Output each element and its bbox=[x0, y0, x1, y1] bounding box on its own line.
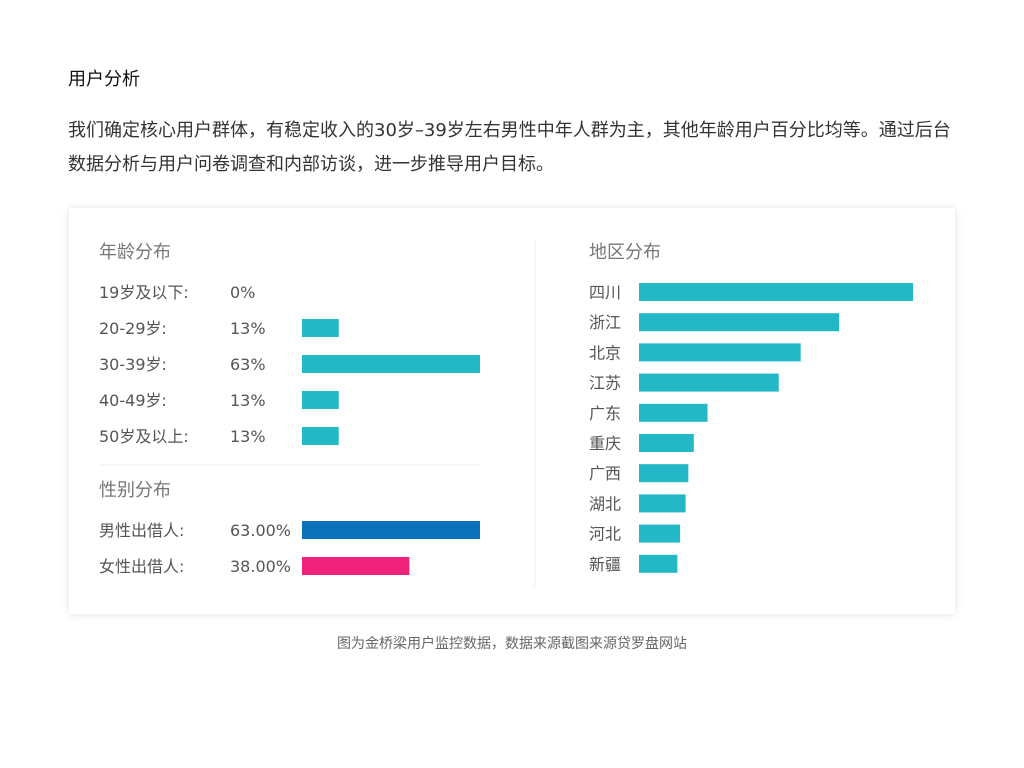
intro-paragraph: 我们确定核心用户群体，有稳定收入的30岁–39岁左右男性中年人群为主，其他年龄用… bbox=[68, 120, 951, 175]
region-bar bbox=[639, 403, 708, 422]
region-bar bbox=[639, 373, 779, 392]
region-category-label: 湖北 bbox=[589, 494, 621, 513]
gender-distribution-chart: 性别分布 男性出借人: 63.00% 女性出借人: 38.00% bbox=[99, 480, 480, 576]
region-bar bbox=[639, 434, 694, 452]
region-chart-title: 地区分布 bbox=[589, 242, 661, 263]
region-bar bbox=[639, 464, 689, 483]
age-chart-title: 年龄分布 bbox=[99, 242, 171, 263]
region-bar bbox=[639, 524, 681, 543]
section-title: 用户分析 bbox=[68, 69, 140, 90]
age-distribution-chart: 年龄分布 19岁及以下: 0% 20-29岁: 13% 30-39岁: 63% 40-49岁… bbox=[99, 242, 480, 446]
region-category-label: 四川 bbox=[589, 283, 621, 302]
gender-value-label: 63.00% bbox=[230, 521, 291, 540]
age-category-label: 20-29岁: bbox=[99, 319, 167, 338]
region-category-label: 广西 bbox=[589, 464, 621, 483]
age-bar bbox=[302, 427, 339, 445]
gender-category-label: 女性出借人: bbox=[99, 557, 184, 576]
region-category-label: 江苏 bbox=[589, 374, 621, 393]
gender-value-label: 38.00% bbox=[230, 557, 291, 576]
age-bar bbox=[302, 391, 339, 409]
age-category-label: 50岁及以上: bbox=[99, 427, 189, 446]
gender-bar bbox=[302, 557, 410, 575]
stats-chart: 年龄分布 19岁及以下: 0% 20-29岁: 13% 30-39岁: 63% 40-49岁… bbox=[99, 240, 913, 586]
region-bar bbox=[639, 313, 840, 332]
age-value-label: 13% bbox=[230, 319, 266, 338]
age-category-label: 40-49岁: bbox=[99, 391, 167, 410]
region-category-label: 浙江 bbox=[589, 313, 621, 332]
gender-bar bbox=[302, 521, 480, 539]
region-category-label: 北京 bbox=[589, 343, 621, 362]
gender-category-label: 男性出借人: bbox=[99, 521, 184, 540]
region-bar bbox=[639, 494, 686, 513]
age-value-label: 13% bbox=[230, 427, 266, 446]
age-bar bbox=[302, 355, 480, 373]
region-category-label: 新疆 bbox=[589, 555, 621, 574]
age-bar bbox=[302, 319, 339, 337]
region-bar bbox=[639, 283, 913, 301]
age-value-label: 0% bbox=[230, 283, 255, 302]
age-value-label: 63% bbox=[230, 355, 266, 374]
region-category-label: 河北 bbox=[589, 525, 621, 544]
region-bar bbox=[639, 343, 801, 362]
gender-chart-title: 性别分布 bbox=[99, 480, 171, 501]
region-category-label: 广东 bbox=[589, 404, 621, 423]
age-category-label: 19岁及以下: bbox=[99, 283, 189, 302]
stats-card: 年龄分布 19岁及以下: 0% 20-29岁: 13% 30-39岁: 63% 40-49岁… bbox=[69, 208, 955, 614]
age-value-label: 13% bbox=[230, 391, 266, 410]
figure-caption: 图为金桥梁用户监控数据，数据来源截图来源贷罗盘网站 bbox=[337, 636, 687, 652]
age-category-label: 30-39岁: bbox=[99, 355, 167, 374]
region-category-label: 重庆 bbox=[589, 434, 621, 453]
region-bar bbox=[639, 554, 678, 573]
